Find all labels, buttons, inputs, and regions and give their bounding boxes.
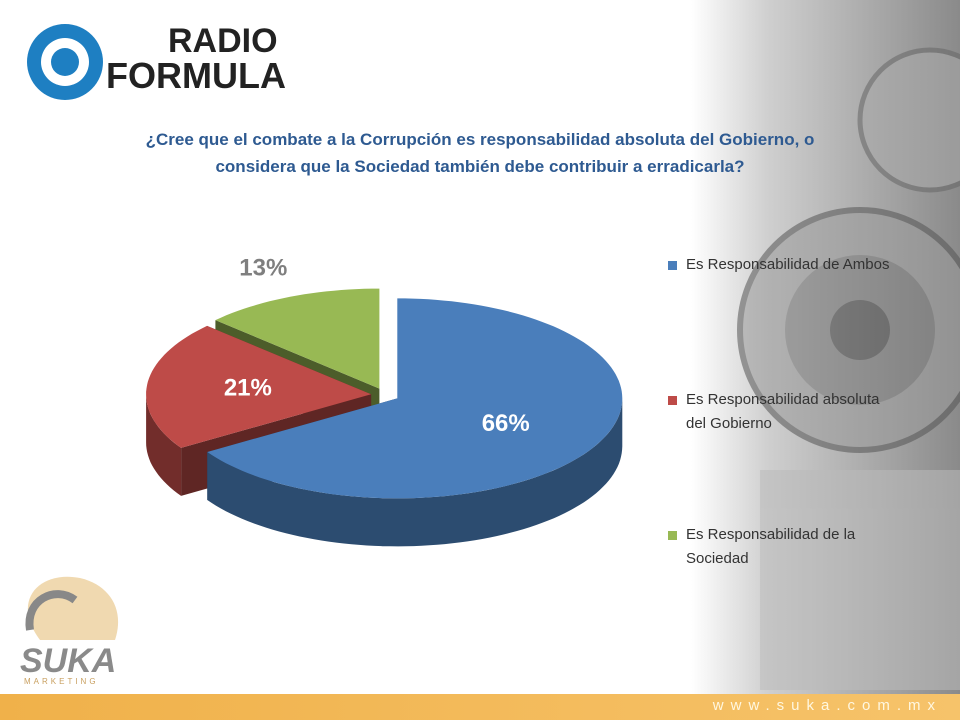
legend-swatch xyxy=(668,261,677,270)
radio-logo: RADIO FORMULA xyxy=(27,22,286,100)
data-label: 21% xyxy=(224,375,272,402)
slice xyxy=(215,288,380,389)
website: www.suka.com.mx xyxy=(712,697,942,714)
legend-item: Es Responsabilidad de la Sociedad xyxy=(668,523,898,571)
legend-swatch xyxy=(668,531,677,540)
chart-title: ¿Cree que el combate a la Corrupción es … xyxy=(145,130,815,176)
data-label: 66% xyxy=(482,410,530,437)
speaker-art xyxy=(737,47,960,690)
legend-label: Es Responsabilidad absoluta del Gobierno xyxy=(686,391,880,432)
slice xyxy=(207,298,623,499)
legend-label: Es Responsabilidad de la Sociedad xyxy=(686,526,856,567)
logo-text: MARKETING xyxy=(24,677,99,686)
slice xyxy=(146,325,372,448)
legend-item: Es Responsabilidad absoluta del Gobierno xyxy=(668,388,898,436)
logo-text: SUKA xyxy=(20,642,116,680)
pie: 66% 21% 13% xyxy=(146,255,623,547)
footer-bar: www.suka.com.mx xyxy=(0,694,960,720)
data-label: 13% xyxy=(239,255,287,282)
suka-logo: SUKA MARKETING xyxy=(20,576,119,686)
logo-text: FORMULA xyxy=(106,55,286,96)
legend-item: Es Responsabilidad de Ambos xyxy=(668,253,898,277)
slice-side xyxy=(146,394,182,496)
logo-text: RADIO xyxy=(168,22,278,60)
slice-side xyxy=(207,398,623,547)
legend-swatch xyxy=(668,396,677,405)
legend-label: Es Responsabilidad de Ambos xyxy=(686,256,890,273)
